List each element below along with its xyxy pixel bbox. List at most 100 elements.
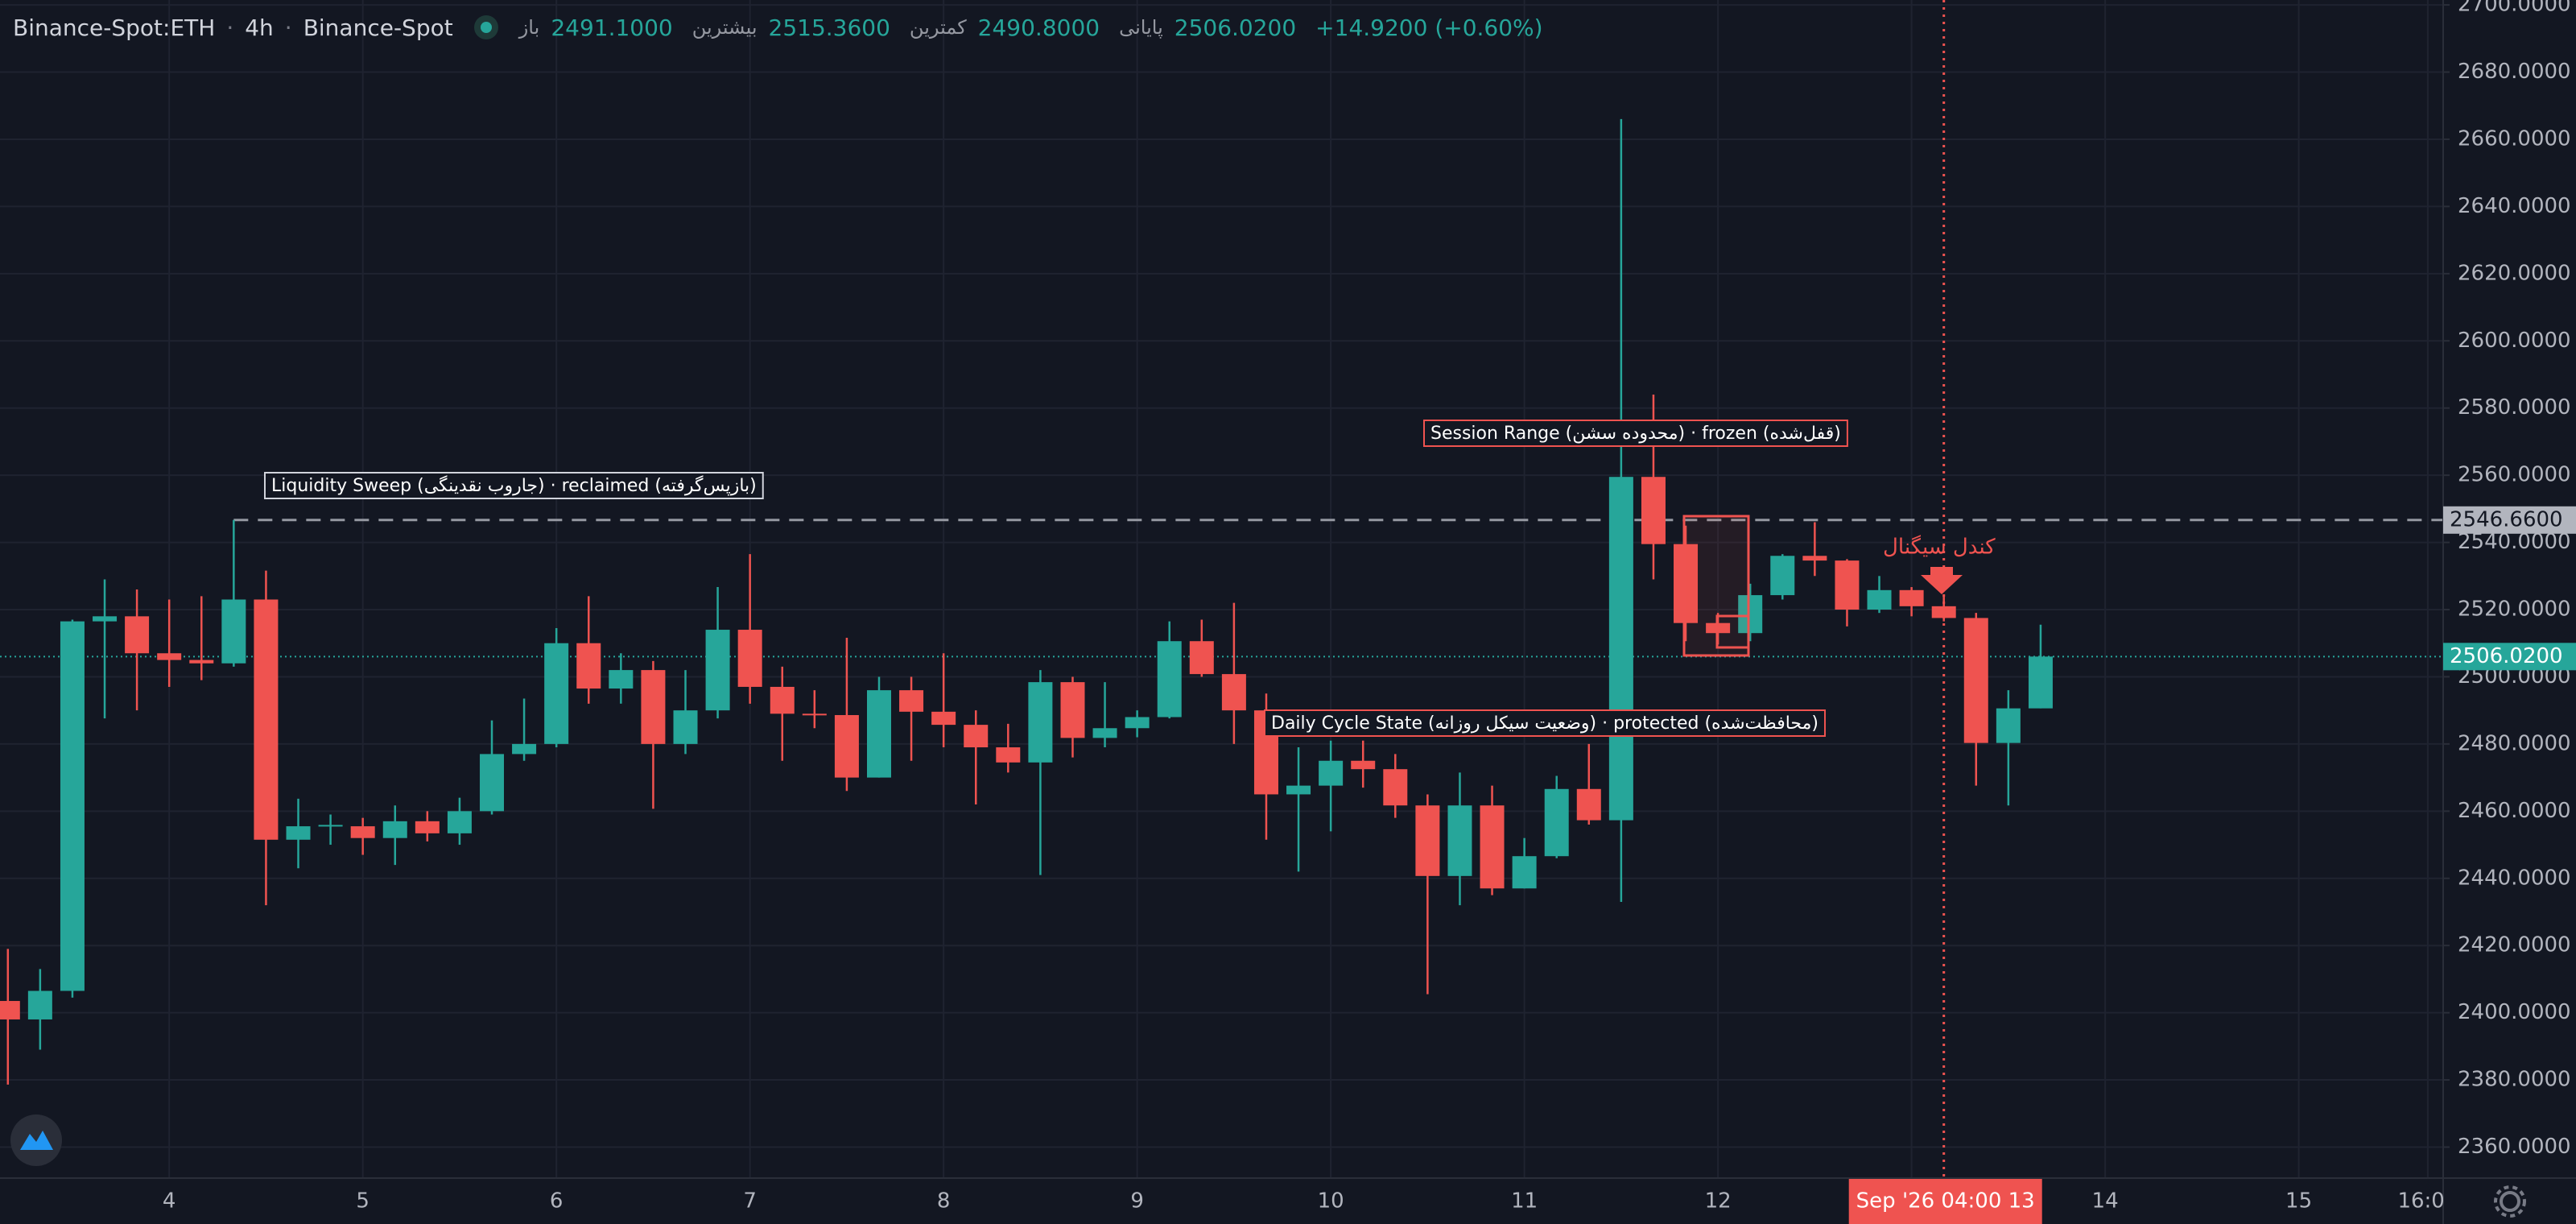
candle-body bbox=[641, 670, 666, 744]
symbol[interactable]: Binance-Spot:ETH bbox=[13, 14, 216, 41]
x-tick-label: 8 bbox=[937, 1189, 951, 1214]
candle-body bbox=[737, 630, 762, 687]
settings-gear[interactable] bbox=[2500, 1191, 2520, 1212]
candle-body bbox=[576, 643, 601, 689]
candle-body bbox=[899, 690, 924, 712]
x-tick-label: 16:00 bbox=[2397, 1189, 2458, 1214]
ohlc-label: کمترین bbox=[909, 16, 967, 39]
x-tick-label: 10 bbox=[1318, 1189, 1344, 1214]
candle-body bbox=[512, 743, 537, 755]
y-tick-label: 2600.0000 bbox=[2458, 329, 2571, 353]
header: Binance-Spot:ETH · 4h · Binance-Spot باز… bbox=[13, 10, 1551, 45]
candle-body bbox=[1738, 595, 1763, 634]
candle-body bbox=[286, 826, 311, 840]
candle-body bbox=[1608, 477, 1633, 821]
price-tag-label: 2506.0200 bbox=[2450, 644, 2563, 668]
candle-body bbox=[1899, 589, 1924, 606]
candle-body bbox=[189, 660, 214, 664]
annotation: Daily Cycle State (وضعیت سیکل روزانه) · … bbox=[1271, 713, 1818, 734]
candle-body bbox=[834, 715, 859, 778]
candle-body bbox=[1286, 785, 1311, 795]
signal-arrow bbox=[1921, 567, 1963, 594]
candle-body bbox=[931, 711, 956, 726]
candle-body bbox=[1189, 641, 1214, 675]
candle-body bbox=[609, 670, 634, 689]
candle-body bbox=[1221, 674, 1246, 711]
price-tag-box bbox=[2443, 643, 2576, 671]
candle-body bbox=[382, 821, 407, 838]
x-tick-label: 5 bbox=[356, 1189, 369, 1214]
candle-body bbox=[1802, 556, 1827, 561]
y-tick-label: 2440.0000 bbox=[2458, 866, 2571, 890]
price-tag-label: 2546.6600 bbox=[2450, 507, 2563, 531]
y-tick-label: 2380.0000 bbox=[2458, 1068, 2571, 1092]
logo-mark bbox=[20, 1131, 53, 1150]
candle-body bbox=[1351, 760, 1376, 770]
candle-body bbox=[802, 713, 827, 716]
candle-body bbox=[125, 616, 150, 654]
change: +14.9200 (+0.60%) bbox=[1315, 14, 1543, 41]
annotation: Session Range (محدوده سشن) · frozen (قفل… bbox=[1430, 424, 1841, 444]
crosshair-label: Sep '26 04:00 13 bbox=[1856, 1189, 2035, 1214]
candle-body bbox=[1092, 728, 1117, 738]
y-tick-label: 2420.0000 bbox=[2458, 933, 2571, 957]
candle-body bbox=[1641, 477, 1666, 544]
y-tick-label: 2520.0000 bbox=[2458, 598, 2571, 622]
candle-body bbox=[1447, 805, 1472, 876]
ohlc-value: 2515.3600 bbox=[768, 14, 890, 41]
ohlc-value: 2491.1000 bbox=[551, 14, 673, 41]
candle-body bbox=[1867, 589, 1892, 610]
annotation: Liquidity Sweep (جاروب نقدینگی) · reclai… bbox=[271, 475, 757, 496]
annotation-box bbox=[1423, 420, 1848, 447]
annotation-box bbox=[1264, 709, 1827, 737]
candle-body bbox=[1060, 682, 1085, 738]
ohlc-label: بیشترین bbox=[691, 16, 758, 39]
candle-body bbox=[27, 990, 52, 1019]
x-tick-label: 4 bbox=[163, 1189, 176, 1214]
ohlc-label: باز bbox=[518, 16, 540, 39]
y-tick-label: 2680.0000 bbox=[2458, 60, 2571, 84]
status-dot bbox=[473, 15, 498, 39]
ohlc-value: 2506.0200 bbox=[1174, 14, 1297, 41]
y-tick-label: 2460.0000 bbox=[2458, 799, 2571, 823]
x-tick-label: 9 bbox=[1130, 1189, 1144, 1214]
candle-body bbox=[415, 821, 440, 833]
candle-body bbox=[1544, 788, 1569, 857]
candle-body bbox=[964, 725, 989, 748]
y-tick-label: 2700.0000 bbox=[2458, 0, 2571, 17]
y-tick-label: 2660.0000 bbox=[2458, 126, 2571, 151]
candle-body bbox=[1157, 641, 1182, 717]
interval[interactable]: 4h bbox=[245, 14, 274, 41]
x-tick-label: 6 bbox=[550, 1189, 564, 1214]
candle-body bbox=[157, 653, 182, 660]
ohlc-value: 2490.8000 bbox=[977, 14, 1100, 41]
annotation: کندل سیگنال bbox=[1883, 535, 1996, 560]
x-tick-label: 12 bbox=[1705, 1189, 1732, 1214]
candle-body bbox=[705, 630, 730, 711]
candle-body bbox=[93, 616, 118, 622]
candle-body bbox=[1125, 717, 1150, 729]
logo-circle bbox=[10, 1114, 62, 1166]
candle-body bbox=[480, 754, 505, 812]
candle-body bbox=[447, 811, 472, 833]
separator: · bbox=[226, 14, 234, 41]
separator: · bbox=[284, 14, 292, 41]
candle-body bbox=[1996, 708, 2021, 743]
y-tick-label: 2400.0000 bbox=[2458, 1000, 2571, 1024]
candle-body bbox=[544, 643, 569, 744]
candle-body bbox=[996, 747, 1021, 763]
ohlc-label: پایانی bbox=[1119, 16, 1163, 39]
candle-body bbox=[1480, 805, 1505, 889]
settings-teeth[interactable] bbox=[2494, 1185, 2526, 1218]
candle-body bbox=[1931, 606, 1956, 618]
settings-icon[interactable] bbox=[2494, 1185, 2526, 1218]
candle-body bbox=[673, 710, 698, 744]
overlay: Liquidity Sweep (جاروب نقدینگی) · reclai… bbox=[264, 420, 1996, 737]
x-tick-label: 15 bbox=[2285, 1189, 2312, 1214]
y-tick-label: 2640.0000 bbox=[2458, 194, 2571, 218]
candle-body bbox=[254, 599, 279, 840]
annotation-box bbox=[264, 472, 764, 499]
y-tick-label: 2620.0000 bbox=[2458, 261, 2571, 285]
